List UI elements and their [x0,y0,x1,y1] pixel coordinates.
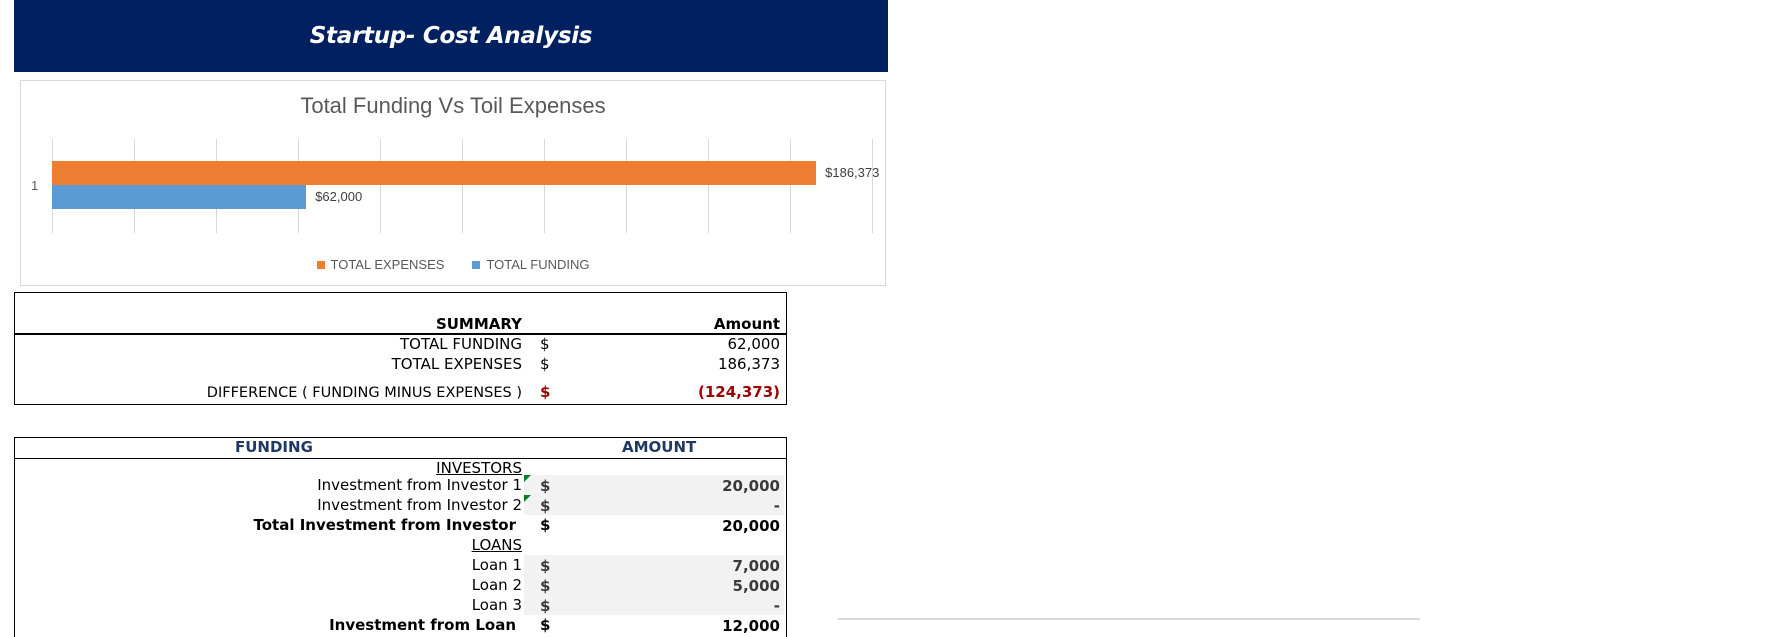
investors-total-label: Total Investment from Investor [253,516,516,534]
legend-item-funding[interactable]: TOTAL FUNDING [472,257,589,272]
loan-amount-input[interactable]: 5,000 [732,577,780,595]
data-label-total-funding: $62,000 [315,189,363,204]
currency-symbol: $ [540,516,551,534]
investor-row-label[interactable]: Investment from Investor 1 [317,476,522,494]
currency-symbol: $ [540,497,551,515]
input-cell-fill [524,495,784,515]
category-label: 1 [31,178,39,193]
legend-label: TOTAL FUNDING [486,257,590,272]
currency-symbol: $ [540,355,550,373]
loan-amount-input[interactable]: - [773,597,780,615]
chart-title: Total Funding Vs Toil Expenses [300,93,606,118]
title-banner: Startup- Cost Analysis [14,0,888,72]
gridline [708,139,709,233]
summary-row-label[interactable]: TOTAL EXPENSES [391,355,522,373]
legend-swatch-expenses-icon [316,260,325,269]
summary-header-label: SUMMARY [435,315,522,333]
input-cell-fill [524,555,784,615]
summary-row-amount[interactable]: 186,373 [717,355,780,373]
floating-object-edge [838,618,1420,620]
cell-flag-icon [524,495,531,502]
investors-heading: INVESTORS [436,459,522,477]
currency-symbol: $ [540,477,551,495]
currency-symbol: $ [540,616,551,634]
difference-amount[interactable]: (124,373) [697,383,780,401]
summary-table: SUMMARY Amount TOTAL FUNDING $ 62,000 TO… [14,292,787,405]
funding-header-label: FUNDING [235,438,313,456]
gridline [872,139,873,233]
gridline [626,139,627,233]
loan-row-label[interactable]: Loan 3 [471,596,522,614]
data-label-total-expenses: $186,373 [825,165,880,180]
investor-row-label[interactable]: Investment from Investor 2 [317,496,522,514]
gridline [544,139,545,233]
currency-symbol: $ [540,557,551,575]
currency-symbol: $ [540,383,551,401]
bar-total-expenses[interactable] [52,161,817,185]
loan-row-label[interactable]: Loan 1 [471,556,522,574]
loans-heading: LOANS [471,536,522,554]
loan-amount-input[interactable]: 7,000 [732,557,780,575]
summary-header-amount: Amount [713,315,780,333]
legend-label: TOTAL EXPENSES [330,257,445,272]
cell-flag-icon [524,475,531,482]
chart-legend: TOTAL EXPENSES TOTAL FUNDING [21,257,885,272]
currency-symbol: $ [540,597,551,615]
legend-item-expenses[interactable]: TOTAL EXPENSES [316,257,445,272]
header-divider [15,458,786,459]
currency-symbol: $ [540,577,551,595]
input-cell-fill [524,475,784,495]
currency-symbol: $ [540,335,550,353]
investor-amount-input[interactable]: 20,000 [722,477,780,495]
gridline [462,139,463,233]
gridline [790,139,791,233]
bar-total-funding[interactable] [52,185,307,209]
investors-total-amount[interactable]: 20,000 [722,517,780,535]
page-title: Startup- Cost Analysis [309,23,593,49]
summary-row-label[interactable]: DIFFERENCE ( FUNDING MINUS EXPENSES ) [206,385,522,401]
investor-amount-input[interactable]: - [773,497,780,515]
loan-row-label[interactable]: Loan 2 [471,576,522,594]
summary-row-label[interactable]: TOTAL FUNDING [400,335,522,353]
funding-header-amount: AMOUNT [622,438,697,456]
loans-total-label: Investment from Loan [329,616,516,634]
header-divider [15,333,786,335]
legend-swatch-funding-icon [472,260,481,269]
funding-table: FUNDING AMOUNT INVESTORS Investment from… [14,437,787,637]
funding-vs-expenses-chart[interactable]: Total Funding Vs Toil Expenses 1 $186,37… [20,80,886,286]
summary-row-amount[interactable]: 62,000 [727,335,781,353]
gridline [380,139,381,233]
